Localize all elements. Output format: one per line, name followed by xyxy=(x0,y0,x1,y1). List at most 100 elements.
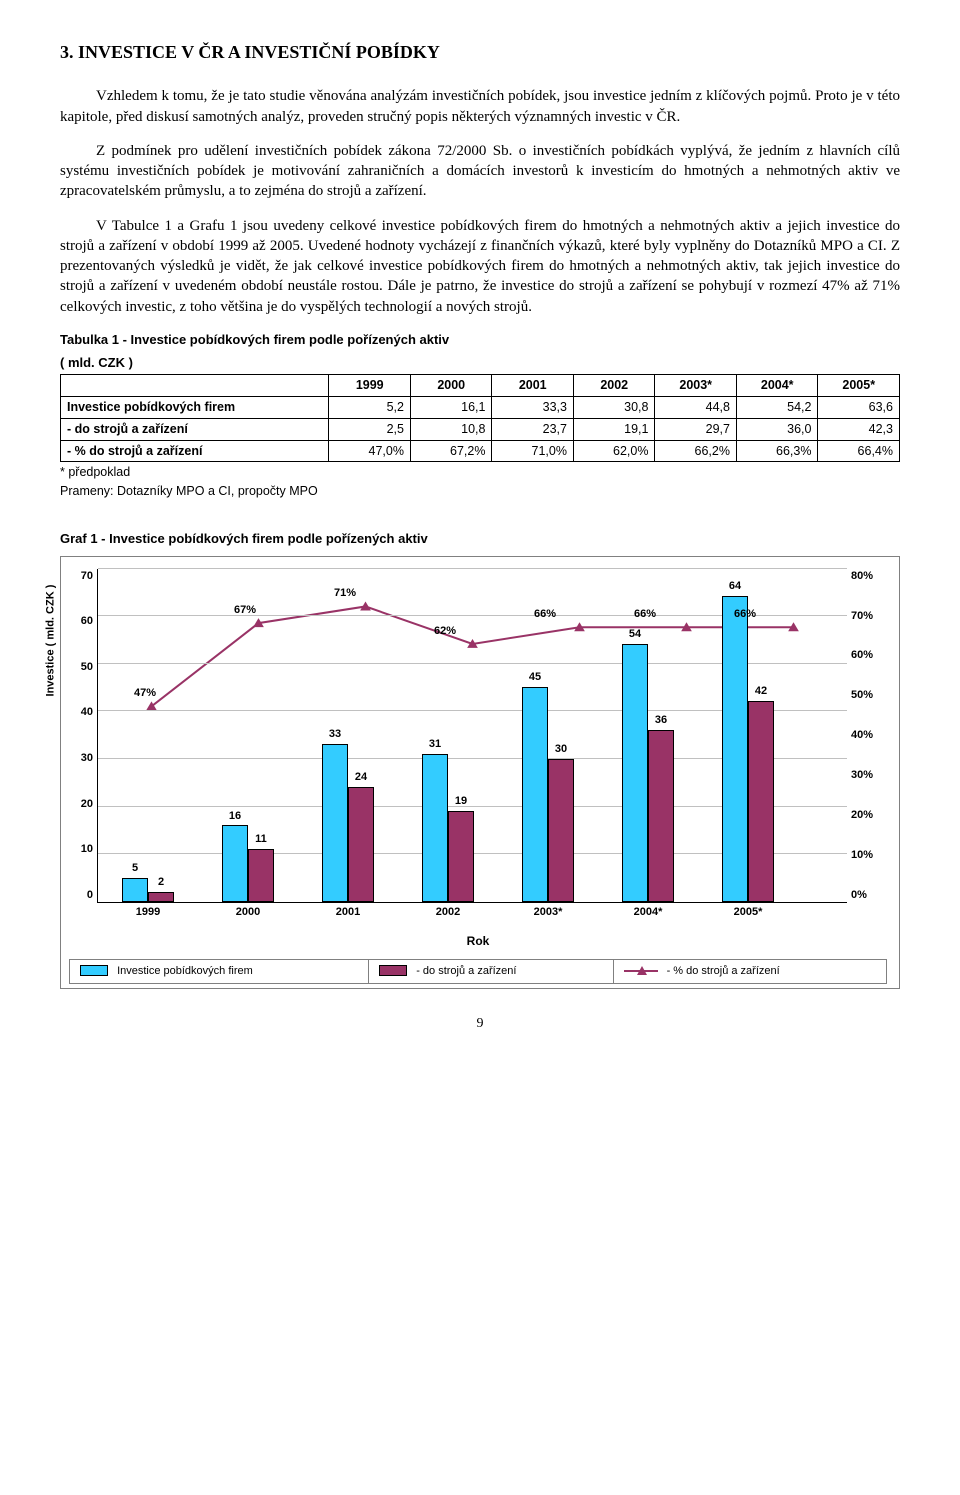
y-right-tick: 40% xyxy=(851,728,887,743)
y-right-tick: 10% xyxy=(851,848,887,863)
paragraph: Vzhledem k tomu, že je tato studie věnov… xyxy=(60,86,900,127)
pct-marker-icon xyxy=(253,618,264,627)
bar-value-label: 33 xyxy=(322,727,348,742)
y-right-tick: 20% xyxy=(851,808,887,823)
table-cell: - % do strojů a zařízení xyxy=(61,440,329,462)
y-left-tick: 70 xyxy=(69,569,93,584)
table-header-cell: 2000 xyxy=(410,374,492,396)
bar-stroj xyxy=(148,892,174,902)
x-category-label: 2000 xyxy=(218,905,278,920)
table-cell: 36,0 xyxy=(736,418,818,440)
pct-marker-icon xyxy=(681,622,692,631)
pct-line xyxy=(152,606,794,706)
y-right-tick: 60% xyxy=(851,648,887,663)
y-left-tick: 50 xyxy=(69,660,93,675)
bar-value-label: 19 xyxy=(448,794,474,809)
table-row: - % do strojů a zařízení47,0%67,2%71,0%6… xyxy=(61,440,900,462)
bar-stroj xyxy=(248,849,274,901)
table-row: Investice pobídkových firem5,216,133,330… xyxy=(61,396,900,418)
bar-value-label: 45 xyxy=(522,670,548,685)
x-category-label: 2004* xyxy=(618,905,678,920)
table-cell: Investice pobídkových firem xyxy=(61,396,329,418)
y-left-tick: 10 xyxy=(69,842,93,857)
table-cell: 2,5 xyxy=(329,418,411,440)
table-footnote: * předpoklad xyxy=(60,464,900,481)
table-cell: 29,7 xyxy=(655,418,737,440)
table-cell: 42,3 xyxy=(818,418,900,440)
legend-item: - % do strojů a zařízení xyxy=(613,959,886,983)
bar-total xyxy=(622,644,648,902)
bar-value-label: 54 xyxy=(622,627,648,642)
gridline xyxy=(98,568,847,569)
table-cell: 67,2% xyxy=(410,440,492,462)
y-left-tick: 20 xyxy=(69,797,93,812)
table-header-cell: 2005* xyxy=(818,374,900,396)
pct-value-label: 47% xyxy=(134,686,156,701)
x-category-label: 1999 xyxy=(118,905,178,920)
legend-label: Investice pobídkových firem xyxy=(117,965,253,977)
table-header-cell xyxy=(61,374,329,396)
bar-total xyxy=(522,687,548,902)
y-right-tick: 0% xyxy=(851,888,887,903)
bar-value-label: 36 xyxy=(648,713,674,728)
y-right-tick: 30% xyxy=(851,768,887,783)
x-category-label: 2003* xyxy=(518,905,578,920)
table-cell: 10,8 xyxy=(410,418,492,440)
pct-marker-icon xyxy=(467,639,478,648)
table-cell: 62,0% xyxy=(573,440,655,462)
bar-value-label: 2 xyxy=(148,875,174,890)
chart-title: Graf 1 - Investice pobídkových firem pod… xyxy=(60,530,900,548)
bar-total xyxy=(122,878,148,902)
x-axis-label: Rok xyxy=(69,933,887,949)
table-header-cell: 1999 xyxy=(329,374,411,396)
table-cell: 66,2% xyxy=(655,440,737,462)
pct-marker-icon xyxy=(574,622,585,631)
legend-swatch-icon xyxy=(379,965,407,976)
bar-stroj xyxy=(748,701,774,901)
table-header-cell: 2001 xyxy=(492,374,574,396)
legend-line-icon xyxy=(624,965,658,977)
pct-value-label: 66% xyxy=(634,607,656,622)
y-axis-left: 706050403020100 xyxy=(69,565,97,925)
bar-value-label: 30 xyxy=(548,742,574,757)
data-table: 1999 2000 2001 2002 2003* 2004* 2005* In… xyxy=(60,374,900,463)
legend-item: Investice pobídkových firem xyxy=(70,959,369,983)
bar-total xyxy=(422,754,448,902)
table-cell: 5,2 xyxy=(329,396,411,418)
chart-container: Investice ( mld. CZK ) 706050403020100 5… xyxy=(60,556,900,989)
y-left-tick: 60 xyxy=(69,614,93,629)
paragraph: Z podmínek pro udělení investičních pobí… xyxy=(60,141,900,202)
bar-stroj xyxy=(448,811,474,902)
page-number: 9 xyxy=(60,1015,900,1034)
table-cell: 44,8 xyxy=(655,396,737,418)
table-title: Tabulka 1 - Investice pobídkových firem … xyxy=(60,331,900,349)
pct-marker-icon xyxy=(788,622,799,631)
table-cell: 66,4% xyxy=(818,440,900,462)
bar-value-label: 42 xyxy=(748,684,774,699)
table-cell: 66,3% xyxy=(736,440,818,462)
table-subtitle: ( mld. CZK ) xyxy=(60,354,900,372)
y-axis-right: 80%70%60%50%40%30%20%10%0% xyxy=(847,565,887,925)
table-footnote: Prameny: Dotazníky MPO a CI, propočty MP… xyxy=(60,483,900,500)
table-cell: - do strojů a zařízení xyxy=(61,418,329,440)
bar-value-label: 16 xyxy=(222,809,248,824)
table-header-row: 1999 2000 2001 2002 2003* 2004* 2005* xyxy=(61,374,900,396)
pct-marker-icon xyxy=(360,601,371,610)
legend-label: - % do strojů a zařízení xyxy=(667,965,780,977)
section-heading: 3. INVESTICE V ČR A INVESTIČNÍ POBÍDKY xyxy=(60,40,900,64)
table-header-cell: 2003* xyxy=(655,374,737,396)
pct-value-label: 62% xyxy=(434,624,456,639)
bar-value-label: 11 xyxy=(248,832,274,847)
y-axis-left-label: Investice ( mld. CZK ) xyxy=(44,584,59,696)
bar-stroj xyxy=(348,787,374,902)
y-left-tick: 40 xyxy=(69,705,93,720)
x-category-label: 2005* xyxy=(718,905,778,920)
bar-value-label: 24 xyxy=(348,770,374,785)
pct-value-label: 71% xyxy=(334,586,356,601)
bar-stroj xyxy=(648,730,674,902)
y-left-tick: 0 xyxy=(69,888,93,903)
table-cell: 16,1 xyxy=(410,396,492,418)
paragraph: V Tabulce 1 a Grafu 1 jsou uvedeny celko… xyxy=(60,216,900,317)
table-cell: 63,6 xyxy=(818,396,900,418)
table-cell: 33,3 xyxy=(492,396,574,418)
